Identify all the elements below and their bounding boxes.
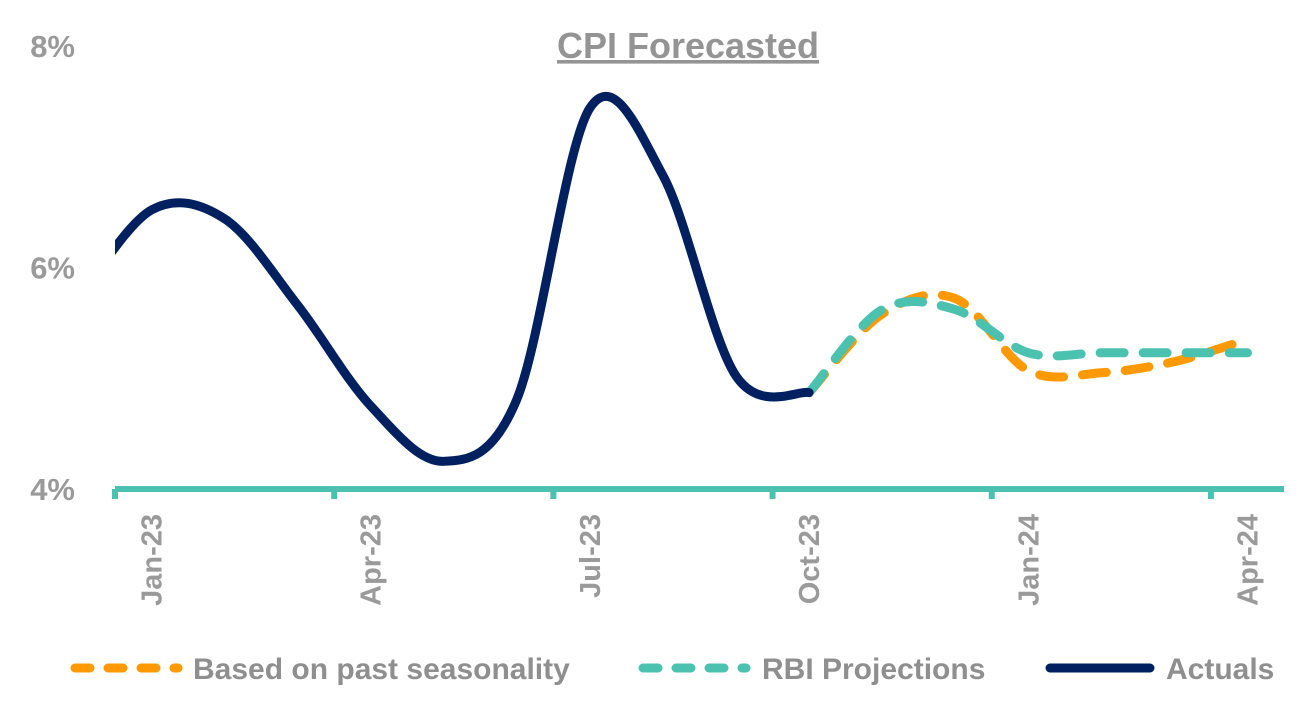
x-tick-label: Jan-23 <box>137 514 169 606</box>
x-tick-label: Jan-24 <box>1013 514 1045 606</box>
x-tick-label: Oct-23 <box>794 514 826 604</box>
series-line-actuals <box>115 91 814 466</box>
legend-label: Actuals <box>1166 653 1274 686</box>
legend-item: Based on past seasonality <box>70 653 570 686</box>
x-axis <box>112 486 1284 499</box>
chart-title: CPI Forecasted <box>557 25 819 66</box>
y-axis-tick-labels: 4% 6% 8% <box>30 29 75 507</box>
legend-label: RBI Projections <box>762 653 985 686</box>
x-tick-label: Apr-23 <box>356 514 388 606</box>
y-tick-label: 6% <box>30 251 75 286</box>
x-tick-label: Jul-23 <box>575 514 607 598</box>
x-tick-label: Apr-24 <box>1232 514 1264 606</box>
x-axis-tick-labels: Jan-23 Apr-23 Jul-23 Oct-23 Jan-24 Apr-24 <box>137 514 1265 606</box>
legend-item: RBI Projections <box>638 653 985 686</box>
legend: Based on past seasonality RBI Projections… <box>70 653 1274 686</box>
legend-label: Based on past seasonality <box>193 653 570 686</box>
series-layer <box>115 91 1252 466</box>
legend-item: Actuals <box>1045 653 1274 686</box>
y-tick-label: 8% <box>30 29 75 64</box>
series-line-rbi-projections <box>804 297 1252 398</box>
y-tick-label: 4% <box>30 472 75 507</box>
